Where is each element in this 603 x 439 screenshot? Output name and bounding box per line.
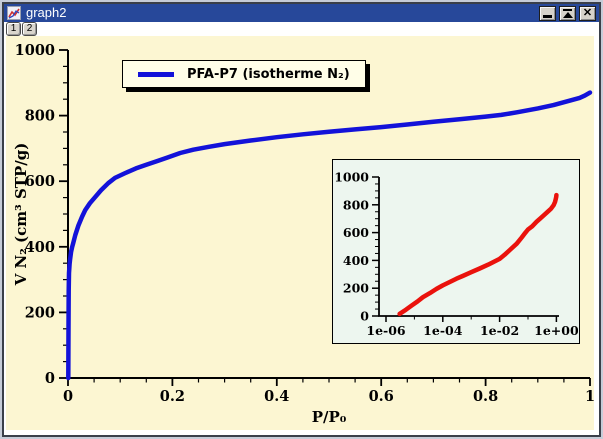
inset-plot-panel[interactable]: 0 200 400 600 800 1000 1e-06 1e-04 1e-02 1e+00 <box>332 159 580 344</box>
titlebar[interactable]: graph2 ✕ <box>4 4 599 22</box>
svg-text:1000: 1000 <box>334 170 369 185</box>
graph-icon <box>7 6 21 20</box>
svg-text:1e-06: 1e-06 <box>366 323 406 338</box>
svg-text:200: 200 <box>343 281 369 296</box>
svg-text:1e+00: 1e+00 <box>534 323 578 338</box>
legend-label: PFA-P7 (isotherme N₂) <box>187 66 350 82</box>
close-button[interactable]: ✕ <box>579 5 596 21</box>
layer-tab-row: 1 2 <box>4 22 599 36</box>
svg-text:400: 400 <box>343 253 369 268</box>
svg-text:600: 600 <box>343 225 369 240</box>
minimize-button[interactable] <box>539 5 556 21</box>
svg-text:0: 0 <box>360 309 369 324</box>
maximize-button[interactable] <box>559 5 576 21</box>
svg-text:800: 800 <box>343 197 369 212</box>
plot-legend[interactable]: PFA-P7 (isotherme N₂) <box>122 60 366 88</box>
window-title: graph2 <box>26 5 67 20</box>
inset-plot: 0 200 400 600 800 1000 1e-06 1e-04 1e-02 1e+00 <box>334 170 578 339</box>
legend-line-sample <box>138 71 174 77</box>
svg-text:1e-02: 1e-02 <box>480 323 519 338</box>
svg-text:1e-04: 1e-04 <box>423 323 463 338</box>
close-icon: ✕ <box>582 6 593 19</box>
x-axis-title: P/P₀ <box>311 408 347 426</box>
layer-tab-1[interactable]: 1 <box>6 22 21 36</box>
minimize-icon <box>543 15 552 18</box>
maximize-icon <box>562 8 573 18</box>
y-axis-title: V N₂ (cm³ STP/g) <box>12 142 30 286</box>
inset-curve[interactable] <box>397 192 559 317</box>
layer-tab-2[interactable]: 2 <box>22 22 37 36</box>
inset-axes: 0 200 400 600 800 1000 1e-06 1e-04 1e-02 1e+00 <box>334 170 578 339</box>
